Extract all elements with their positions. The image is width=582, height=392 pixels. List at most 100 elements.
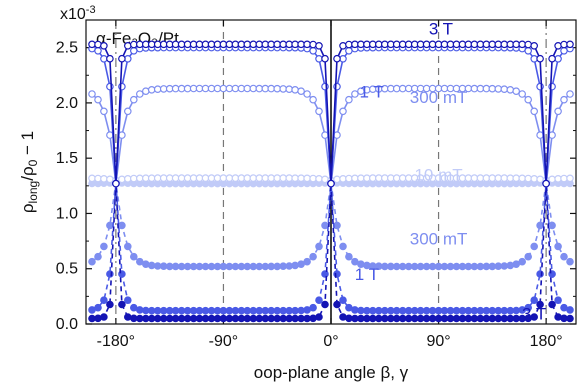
- data-point: [530, 313, 539, 321]
- data-point: [566, 306, 574, 314]
- data-point: [315, 296, 323, 305]
- data-point: [566, 257, 574, 266]
- data-point: [560, 252, 568, 261]
- data-point: [321, 175, 329, 184]
- series-gamma-10mT: [88, 178, 574, 188]
- data-point: [118, 54, 126, 63]
- data-point: [303, 90, 311, 98]
- data-point: [536, 54, 544, 63]
- data-point: [554, 296, 562, 305]
- data-point: [88, 90, 96, 98]
- data-point: [512, 306, 521, 315]
- y-tick-label: 0.5: [56, 261, 78, 278]
- data-point: [94, 95, 102, 104]
- x-tick-label: 90°: [426, 333, 450, 350]
- series-annotation: 3 T: [429, 19, 453, 38]
- x-tick-label: -180°: [97, 333, 135, 350]
- data-point: [554, 242, 562, 251]
- data-point: [124, 107, 132, 116]
- data-point: [315, 242, 323, 251]
- series-beta-10mT: [88, 174, 574, 185]
- data-point: [100, 242, 108, 251]
- data-point: [327, 179, 335, 188]
- data-point: [530, 242, 539, 251]
- x-tick-label: -90°: [209, 333, 239, 350]
- data-point: [524, 95, 533, 104]
- data-point: [536, 175, 544, 184]
- annotations: 3 T 1 T 300 mT 10 mT 300 mT 1 T 3 T: [355, 19, 547, 323]
- series-gamma-3T: [88, 178, 574, 323]
- series-annotation: 300 mT: [410, 88, 468, 107]
- data-point: [321, 270, 329, 278]
- data-point: [560, 95, 568, 104]
- data-point: [524, 46, 533, 55]
- data-point: [566, 40, 574, 49]
- data-point: [100, 313, 108, 321]
- data-point: [130, 252, 138, 261]
- data-point: [94, 46, 102, 55]
- data-point: [518, 90, 527, 98]
- data-point: [566, 174, 574, 183]
- data-point: [339, 242, 347, 251]
- data-point: [100, 296, 108, 305]
- data-point: [351, 90, 359, 98]
- y-tick-label: 2.5: [56, 40, 78, 57]
- data-point: [315, 107, 323, 116]
- series-annotation: 10 mT: [414, 165, 462, 184]
- data-point: [112, 179, 120, 188]
- data-point: [339, 296, 347, 305]
- data-point: [303, 257, 311, 266]
- data-point: [147, 261, 156, 270]
- data-point: [500, 262, 509, 270]
- data-point: [548, 300, 556, 309]
- data-point: [297, 87, 305, 96]
- data-point: [291, 261, 299, 270]
- data-point: [351, 306, 359, 314]
- data-point: [309, 303, 317, 312]
- series-annotation: 3 T: [522, 305, 546, 324]
- data-point: [542, 179, 550, 188]
- data-point: [506, 261, 515, 270]
- data-point: [100, 107, 108, 116]
- data-point: [88, 257, 96, 266]
- data-point: [136, 306, 144, 314]
- data-point: [530, 107, 539, 116]
- data-point: [315, 41, 323, 50]
- data-point: [530, 41, 539, 50]
- y-tick-label: 0.0: [56, 316, 78, 333]
- data-point: [124, 313, 132, 321]
- data-point: [512, 87, 521, 96]
- y-tick-label: 2.0: [56, 95, 78, 112]
- data-point: [309, 95, 317, 104]
- y-multiplier-label: x10-3: [60, 4, 96, 23]
- data-point: [118, 300, 126, 309]
- series-annotation: 1 T: [355, 265, 379, 284]
- data-point: [106, 54, 114, 63]
- data-point: [548, 221, 556, 230]
- data-point: [530, 296, 539, 305]
- data-point: [500, 85, 509, 94]
- series-annotation: 1 T: [360, 82, 384, 101]
- data-point: [566, 314, 574, 323]
- series-annotation: 300 mT: [410, 229, 468, 248]
- data-point: [147, 86, 156, 94]
- x-axis-title: oop-plane angle β, γ: [254, 363, 409, 382]
- y-tick-label: 1.5: [56, 150, 78, 167]
- data-point: [554, 107, 562, 116]
- data-point: [124, 242, 132, 251]
- series-beta-3T: [88, 40, 574, 188]
- data-point: [124, 41, 132, 50]
- x-tick-label: 0°: [323, 333, 338, 350]
- data-point: [124, 296, 132, 305]
- series-layer: [88, 40, 574, 323]
- data-point: [136, 90, 144, 98]
- y-axis-title: ρlong/ρ0 − 1: [18, 131, 40, 213]
- data-point: [536, 221, 544, 230]
- data-point: [118, 221, 126, 230]
- data-point: [106, 175, 114, 184]
- data-point: [142, 260, 150, 269]
- data-point: [321, 54, 329, 63]
- x-tick-label: 180°: [530, 333, 563, 350]
- data-point: [333, 54, 341, 63]
